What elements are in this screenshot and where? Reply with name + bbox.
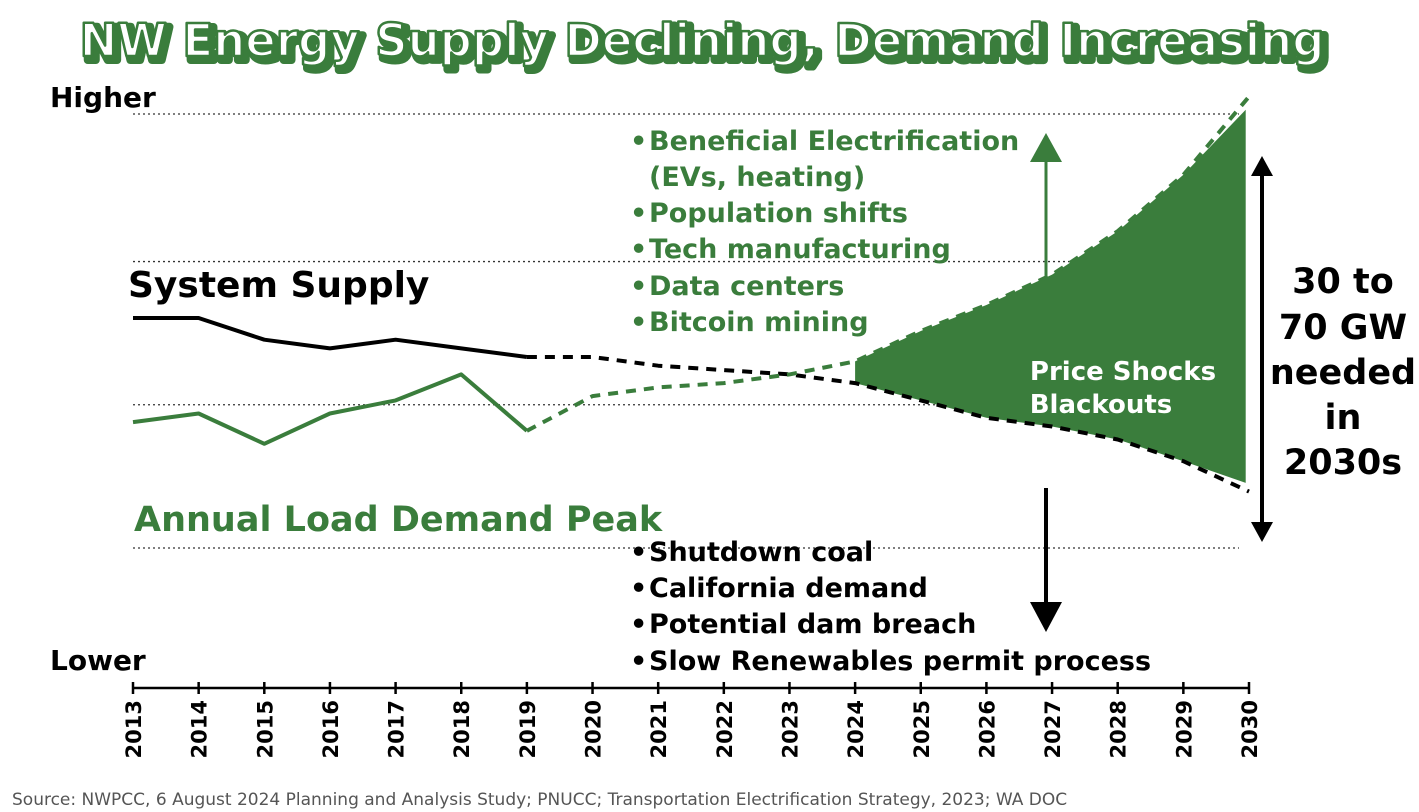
- demand-driver-bullet: •: [630, 307, 647, 338]
- gap-area: [855, 109, 1246, 483]
- supply-historical-line: [133, 316, 528, 359]
- supply-reducer-4: Slow Renewables permit process: [649, 646, 1151, 677]
- x-tick-label: 2021: [647, 700, 671, 758]
- gap-label-line-2: Blackouts: [1030, 390, 1173, 420]
- range-label-line-1: 30 to: [1292, 262, 1394, 302]
- range-label-line-2: 70 GW: [1279, 308, 1407, 348]
- x-tick-label: 2027: [1041, 700, 1065, 758]
- gap-area-group: [855, 109, 1246, 483]
- supply-reducer-3: Potential dam breach: [649, 609, 976, 640]
- x-tick-label: 2025: [910, 700, 934, 758]
- source-note: Source: NWPCC, 6 August 2024 Planning an…: [12, 790, 1067, 810]
- supply-reducer-bullet: •: [630, 573, 647, 604]
- x-tick-label: 2026: [975, 700, 999, 758]
- range-arrow: [1251, 156, 1273, 542]
- supply-reducer-bullet: •: [630, 537, 647, 568]
- supply-reducer-bullet: •: [630, 609, 647, 640]
- x-tick-label: 2023: [778, 700, 802, 758]
- x-tick-label: 2018: [450, 700, 474, 758]
- x-tick-label: 2019: [516, 700, 540, 758]
- chart-title: NW Energy Supply Declining, Demand Incre…: [80, 14, 1325, 67]
- demand-driver-5: Bitcoin mining: [649, 307, 869, 338]
- demand-arrow: [1030, 133, 1062, 280]
- y-label-higher: Higher: [50, 81, 156, 114]
- series-group: [132, 95, 1251, 494]
- x-tick-label: 2016: [319, 700, 343, 758]
- x-tick-label: 2024: [844, 700, 868, 758]
- demand-driver-1-cont: (EVs, heating): [649, 162, 865, 193]
- x-tick-label: 2014: [188, 700, 212, 758]
- supply-reducer-bullet: •: [630, 646, 647, 677]
- y-label-lower: Lower: [50, 644, 146, 677]
- demand-driver-bullet: •: [630, 126, 647, 157]
- range-label-line-3: needed: [1270, 353, 1416, 393]
- range-label-line-4: in: [1325, 398, 1362, 438]
- supply-arrow: [1030, 488, 1062, 632]
- demand-driver-bullet: •: [630, 198, 647, 229]
- demand-driver-3: Tech manufacturing: [649, 234, 951, 265]
- series-label-supply: System Supply: [128, 265, 429, 306]
- demand-driver-bullet: •: [630, 271, 647, 302]
- x-tick-label: 2022: [713, 700, 737, 758]
- x-tick-label: 2013: [122, 700, 146, 758]
- x-tick-label: 2017: [385, 700, 409, 758]
- demand-driver-2: Population shifts: [649, 198, 908, 229]
- demand-driver-4: Data centers: [649, 271, 844, 302]
- demand-drivers-list: • Beneficial Electrification (EVs, heati…: [630, 126, 1019, 338]
- x-axis: 2013 2014 2015 2016 2017 2018 2019 2020 2021 2022…: [122, 682, 1262, 758]
- supply-reducer-1: Shutdown coal: [649, 537, 873, 568]
- range-label-line-5: 2030s: [1284, 443, 1402, 483]
- demand-historical-line: [132, 372, 529, 446]
- chart-title-shadow: NW Energy Supply Declining, Demand Incre…: [84, 18, 1329, 71]
- x-tick-label: 2029: [1172, 700, 1196, 758]
- supply-reducer-2: California demand: [649, 573, 928, 604]
- demand-driver-bullet: •: [630, 234, 647, 265]
- series-label-demand: Annual Load Demand Peak: [134, 500, 663, 540]
- x-tick-label: 2015: [253, 700, 277, 758]
- x-tick-label: 2020: [582, 700, 606, 758]
- demand-projected-line: [525, 95, 1251, 433]
- x-tick-label: 2028: [1107, 700, 1131, 758]
- supply-reducers-list: • Shutdown coal • California demand • Po…: [630, 537, 1151, 677]
- demand-driver-1: Beneficial Electrification: [649, 126, 1019, 157]
- x-tick-label: 2030: [1238, 700, 1262, 758]
- supply-projected-line: [526, 355, 1250, 494]
- gap-label-line-1: Price Shocks: [1030, 357, 1216, 387]
